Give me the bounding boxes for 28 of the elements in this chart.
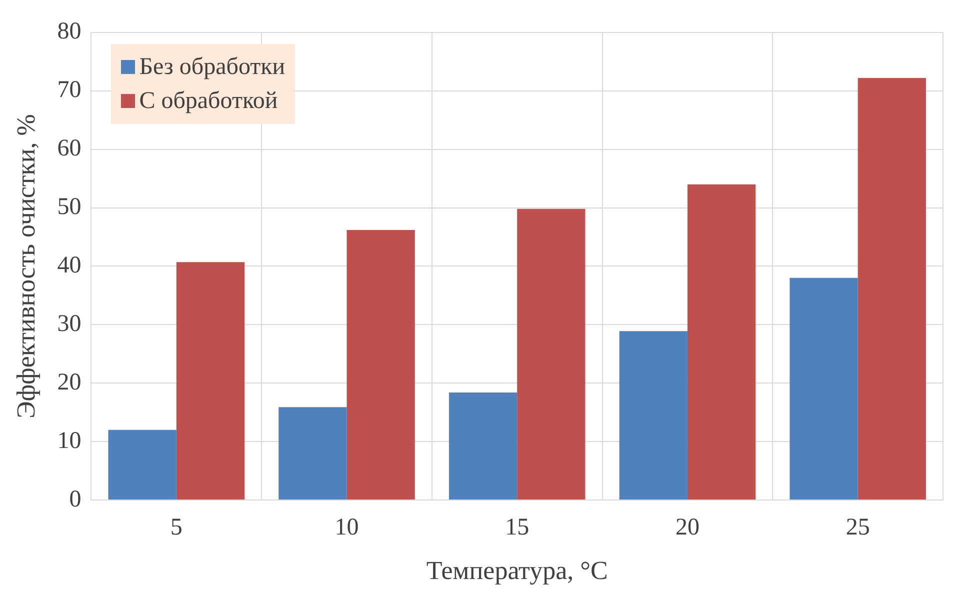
x-axis-title: Температура, °C xyxy=(426,556,608,586)
x-tick-label: 5 xyxy=(170,514,182,541)
x-tick-label: 25 xyxy=(846,514,870,541)
y-tick-label: 20 xyxy=(57,369,82,396)
y-axis-title: Эффективность очистки, % xyxy=(11,114,40,418)
y-tick-label: 40 xyxy=(57,252,82,278)
legend-label: Без обработки xyxy=(139,53,286,82)
x-tick-label: 20 xyxy=(675,514,700,541)
bar xyxy=(176,262,245,500)
bar xyxy=(687,184,756,500)
x-tick-label: 15 xyxy=(505,514,530,541)
y-tick-label: 60 xyxy=(57,136,82,162)
bar xyxy=(790,278,858,500)
y-tick-label: 0 xyxy=(69,486,82,512)
bar xyxy=(448,392,518,500)
y-tick-label: 80 xyxy=(57,18,82,45)
bar xyxy=(108,430,176,500)
bar xyxy=(517,208,586,500)
y-tick-label: 10 xyxy=(57,428,82,454)
bar xyxy=(346,230,415,500)
bar xyxy=(278,407,347,500)
y-tick-label: 70 xyxy=(57,77,82,104)
y-tick-label: 30 xyxy=(57,310,82,337)
legend-label: С обработкой xyxy=(139,87,278,116)
bar xyxy=(858,78,926,500)
bar xyxy=(619,331,688,500)
x-tick-label: 10 xyxy=(334,514,359,541)
y-tick-label: 50 xyxy=(57,194,82,220)
